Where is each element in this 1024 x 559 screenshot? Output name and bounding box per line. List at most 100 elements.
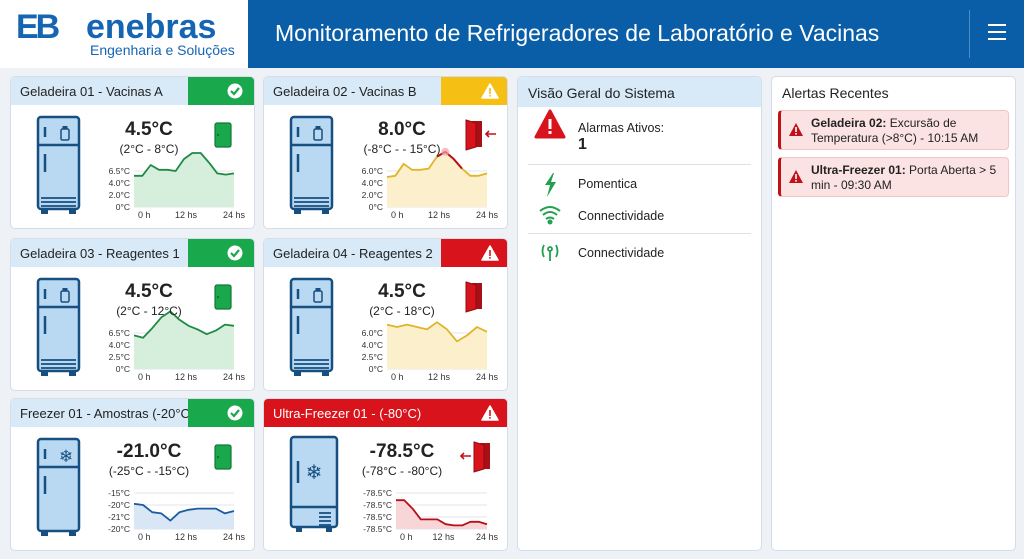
y-tick-label: 6.5°C [109, 166, 130, 176]
panel-title: Alertas Recentes [782, 85, 889, 101]
card-graphics: 0°C 2.5°C 4.0°C 6.0°C 0 h 12 hs 24 hs [289, 245, 499, 382]
temperature-range: (2°C - 8°C) [119, 142, 179, 156]
unit-name: Geladeira 03 - Reagentes 1 [20, 246, 180, 261]
card-graphics: 0°C 2.5°C 4.0°C 6.5°C 0 h 12 hs 24 hs [36, 245, 246, 382]
status-badge [188, 77, 254, 105]
check-circle-icon [227, 245, 243, 261]
y-tick-label: -78.5°C [363, 524, 392, 534]
x-tick-label: 0 h [138, 532, 151, 542]
chart-line [396, 499, 488, 527]
card-header: Geladeira 01 - Vacinas A [11, 77, 254, 105]
divider [969, 10, 970, 58]
status-badge [188, 239, 254, 267]
unit-name: Freezer 01 - Amostras (-20°C) [20, 406, 195, 421]
card-header: Freezer 01 - Amostras (-20°C) [11, 399, 254, 427]
y-tick-label: -78.5°C [363, 500, 392, 510]
wifi-icon [539, 206, 561, 225]
unit-card[interactable]: Geladeira 01 - Vacinas A 0°C 2.0°C 4.0°C 6.5… [10, 76, 255, 229]
logo: EB enebras Engenharia e Soluções [0, 0, 248, 68]
chart-line [133, 310, 235, 339]
warning-triangle-icon [481, 405, 499, 421]
card-header: Geladeira 04 - Reagentes 2 [264, 239, 507, 267]
y-tick-label: 0°C [369, 364, 383, 374]
chart-area [134, 153, 234, 207]
y-tick-label: 0°C [116, 364, 130, 374]
alert-source: Geladeira 02: [811, 116, 887, 130]
temperature-range: (2°C - 18°C) [369, 304, 435, 318]
chart-area [387, 322, 487, 369]
card-graphics: 0°C 2.0°C 4.0°C 6.0°C 0 h 12 hs 24 hs [289, 83, 499, 220]
alarms-count: 1 [578, 136, 587, 153]
snowflake-icon: ❄ [59, 447, 73, 466]
y-tick-label: -78.5°C [363, 512, 392, 522]
alarm-triangle-icon [534, 109, 566, 139]
current-temperature: 8.0°C [378, 119, 426, 140]
unit-card[interactable]: Geladeira 02 - Vacinas B 0°C 2.0°C 4.0°C 6.0… [263, 76, 508, 229]
x-tick-label: 12 hs [175, 532, 198, 542]
unit-card[interactable]: Geladeira 04 - Reagentes 2 0°C 2.5°C 4.0°C 6… [263, 238, 508, 391]
alert-text: Excursão de Temperatura (>8°C) - 10:15 A… [811, 116, 979, 145]
current-temperature: 4.5°C [125, 281, 173, 302]
alert-text: Porta Aberta > 5 min - 09:30 AM [811, 163, 997, 192]
arrow-icon [459, 452, 471, 460]
temperature-range: (-25°C - -15°C) [108, 464, 190, 478]
y-tick-label: 6.0°C [362, 328, 383, 338]
chart-area [387, 151, 487, 207]
current-temperature: -21.0°C [116, 441, 182, 462]
alert-item[interactable]: Ultra-Freezer 01: Porta Aberta > 5 min -… [778, 157, 1009, 197]
chart-area [134, 311, 234, 369]
vial-icon [313, 288, 323, 303]
vial-icon [313, 126, 323, 141]
x-tick-label: 12 hs [175, 372, 198, 382]
y-tick-label: -20°C [108, 524, 130, 534]
wifi-status: Connectividade [578, 209, 665, 223]
freezer-icon: ❄ [289, 435, 339, 532]
y-tick-label: -78.5°C [363, 488, 392, 498]
door-open-icon [465, 119, 496, 151]
y-tick-label: 4.0°C [362, 178, 383, 188]
temperature-range: (2°C - 12°C) [116, 304, 182, 318]
x-tick-label: 24 hs [476, 532, 499, 542]
unit-card[interactable]: Geladeira 03 - Reagentes 1 0°C 2.5°C 4.0°C 6… [10, 238, 255, 391]
chart-peak-marker [441, 147, 450, 156]
check-circle-icon [227, 83, 243, 99]
refrigerator-icon [289, 115, 334, 214]
logo-tagline: Engenharia e Soluções [90, 42, 235, 58]
y-tick-label: 4.0°C [109, 178, 130, 188]
lightning-icon [545, 173, 556, 197]
unit-name: Geladeira 01 - Vacinas A [20, 84, 163, 99]
y-tick-label: -15°C [108, 488, 130, 498]
page-title: Monitoramento de Refrigeradores de Labor… [275, 20, 880, 46]
warning-triangle-icon [481, 245, 499, 261]
card-graphics: 0°C 2.0°C 4.0°C 6.5°C 0 h 12 hs 24 hs [36, 83, 246, 220]
chart-line [386, 321, 488, 343]
y-tick-label: 0°C [369, 202, 383, 212]
vial-icon [60, 126, 70, 141]
logo-mark: EB [16, 8, 60, 46]
unit-name: Geladeira 04 - Reagentes 2 [273, 246, 433, 261]
x-tick-label: 0 h [138, 372, 151, 382]
title-bar: Monitoramento de Refrigeradores de Labor… [248, 0, 1024, 68]
panel-title: Visão Geral do Sistema [518, 77, 761, 107]
y-tick-label: 2.0°C [362, 190, 383, 200]
y-tick-label: 2.5°C [362, 352, 383, 362]
hamburger-icon[interactable] [988, 24, 1006, 40]
current-temperature: 4.5°C [378, 281, 426, 302]
y-tick-label: -21°C [108, 512, 130, 522]
card-graphics: ❄ -20°C -21°C -20°C -15°C 0 h 12 hs 24 hs [36, 405, 246, 542]
unit-card[interactable]: Freezer 01 - Amostras (-20°C) ❄ -20°C -21°C… [10, 398, 255, 551]
status-badge [441, 77, 507, 105]
chart-excursion-line [436, 150, 463, 170]
x-tick-label: 24 hs [476, 210, 499, 220]
unit-card[interactable]: Ultra-Freezer 01 - (-80°C) ❄ -78.5°C -78.5°… [263, 398, 508, 551]
current-temperature: 4.5°C [125, 119, 173, 140]
alert-item[interactable]: Geladeira 02: Excursão de Temperatura (>… [778, 110, 1009, 150]
warning-triangle-icon [789, 170, 803, 183]
chart-area [396, 500, 487, 529]
x-tick-label: 12 hs [428, 372, 451, 382]
temperature-range: (-8°C - - 15°C) [363, 142, 441, 156]
check-circle-icon [227, 405, 243, 421]
card-header: Ultra-Freezer 01 - (-80°C) [264, 399, 507, 427]
y-tick-label: 6.0°C [362, 166, 383, 176]
door-open-icon [459, 441, 490, 473]
